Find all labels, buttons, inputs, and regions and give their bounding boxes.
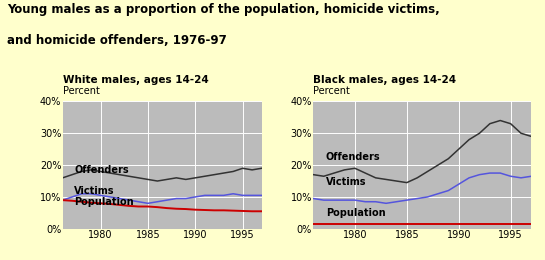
Text: and homicide offenders, 1976-97: and homicide offenders, 1976-97 — [7, 34, 227, 47]
Text: Percent: Percent — [313, 86, 350, 96]
Text: Population: Population — [326, 208, 385, 218]
Text: Victims: Victims — [326, 177, 366, 187]
Text: Offenders: Offenders — [74, 165, 129, 175]
Text: Victims: Victims — [74, 186, 114, 196]
Text: Percent: Percent — [63, 86, 100, 96]
Text: White males, ages 14-24: White males, ages 14-24 — [63, 75, 208, 85]
Text: Offenders: Offenders — [326, 152, 380, 162]
Text: Population: Population — [74, 197, 134, 207]
Text: Young males as a proportion of the population, homicide victims,: Young males as a proportion of the popul… — [7, 3, 440, 16]
Text: Black males, ages 14-24: Black males, ages 14-24 — [313, 75, 457, 85]
